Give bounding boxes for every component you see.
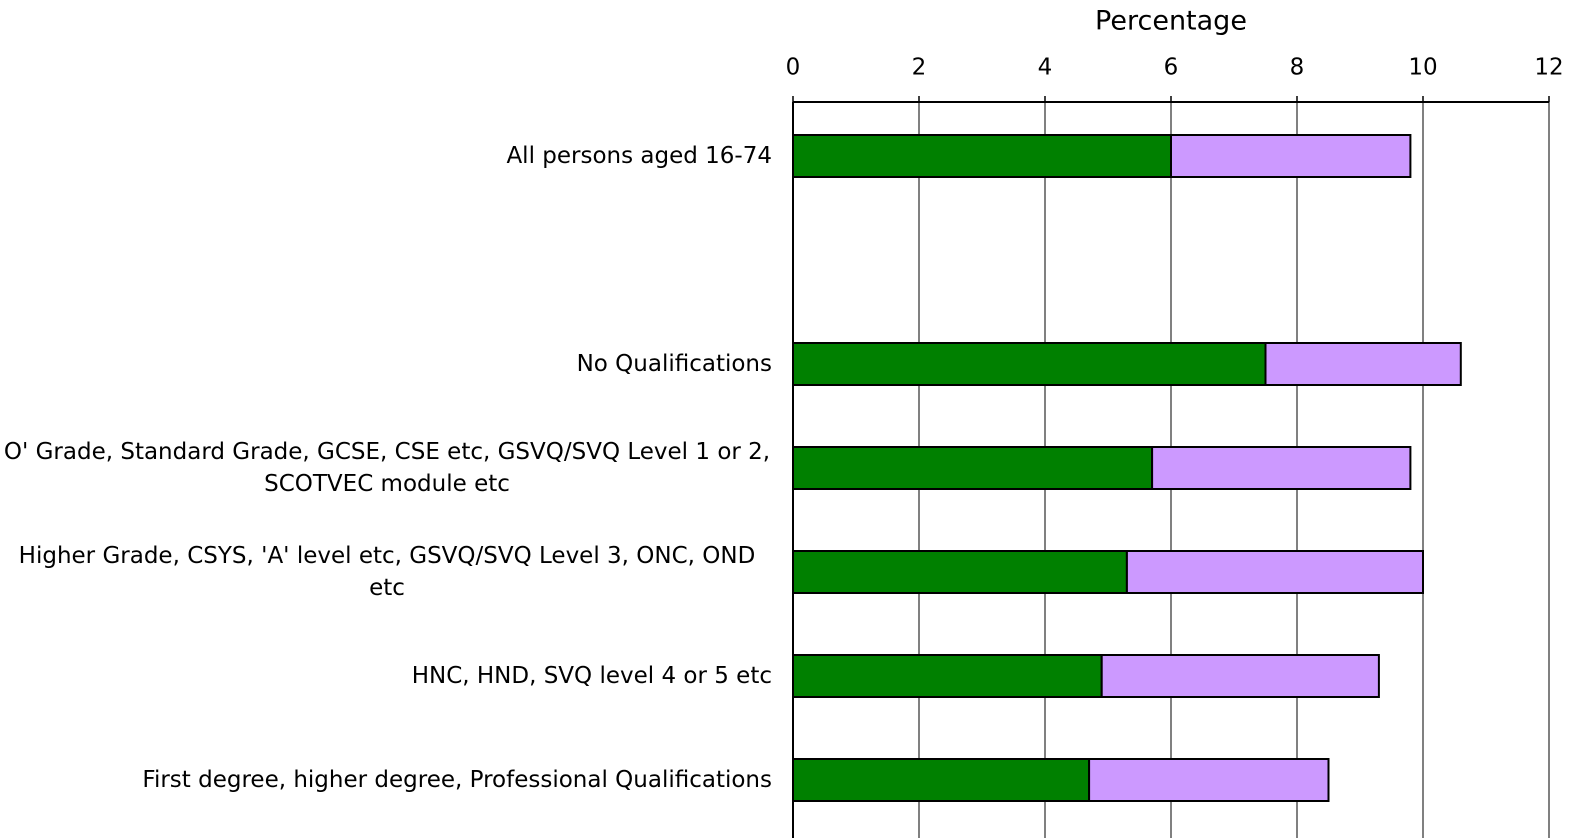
bar-segment	[792, 446, 1154, 490]
axis-title: Percentage	[1095, 6, 1247, 37]
x-tick-label: 8	[1290, 55, 1305, 81]
bar-segment	[792, 758, 1091, 802]
bar-segment	[1170, 134, 1412, 178]
bar-segment	[792, 342, 1267, 386]
bar-segment	[792, 550, 1128, 594]
x-tick-label: 0	[786, 55, 801, 81]
y-tick-label: First degree, higher degree, Professiona…	[142, 767, 772, 793]
x-tick-label: 4	[1038, 55, 1053, 81]
x-tick-label: 12	[1534, 55, 1563, 81]
bar-segment	[1264, 342, 1462, 386]
y-tick-label: HNC, HND, SVQ level 4 or 5 etc	[411, 663, 772, 689]
y-tick-label: Higher Grade, CSYS, 'A' level etc, GSVQ/…	[18, 543, 756, 601]
bar-segment	[1088, 758, 1330, 802]
bar-segment	[792, 654, 1103, 698]
x-tick-label: 2	[912, 55, 927, 81]
y-tick-label: O' Grade, Standard Grade, GCSE, CSE etc,…	[3, 439, 771, 497]
bar-segment	[1151, 446, 1412, 490]
bar-segment	[792, 134, 1172, 178]
y-tick-label: All persons aged 16-74	[506, 143, 772, 169]
x-tick-label: 6	[1164, 55, 1179, 81]
bar-segment	[1100, 654, 1380, 698]
bar-segment	[1125, 550, 1425, 594]
x-tick-label: 10	[1408, 55, 1437, 81]
y-tick-label: No Qualifications	[576, 351, 772, 377]
